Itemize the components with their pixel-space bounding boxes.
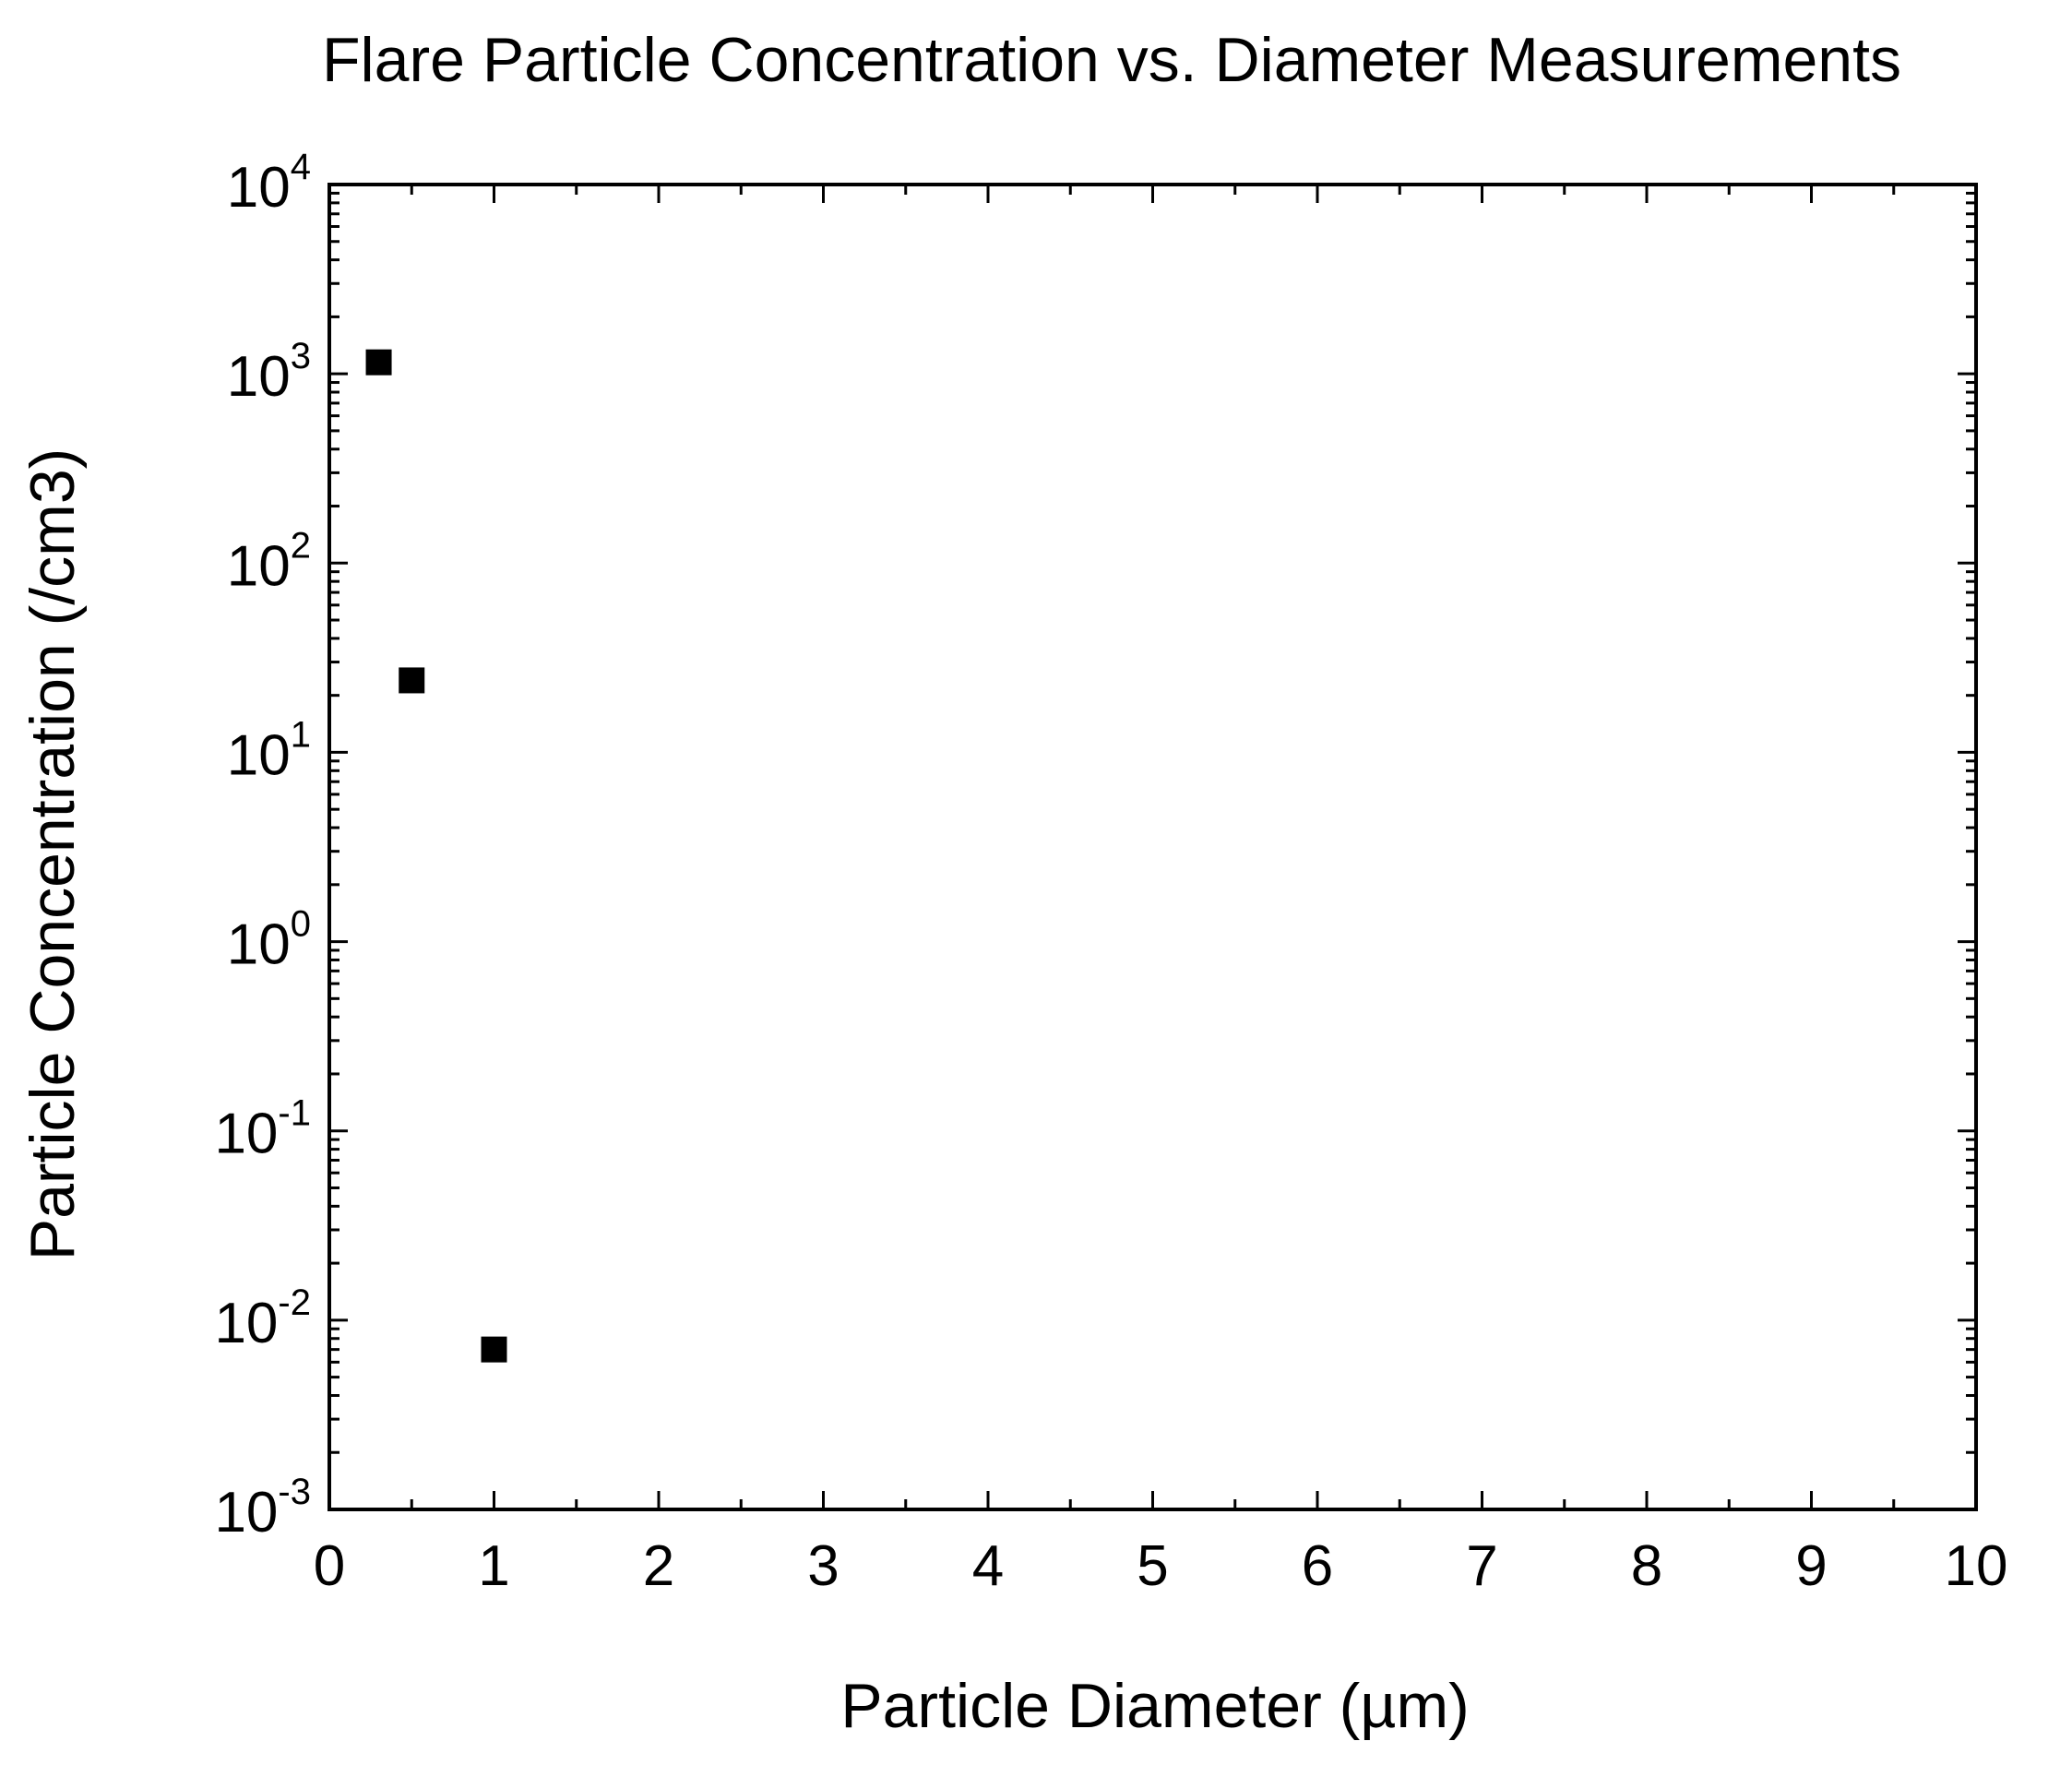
y-tick-label: 10-1 xyxy=(214,1093,311,1166)
x-axis-label: Particle Diameter (µm) xyxy=(840,1671,1470,1741)
y-tick-label: 101 xyxy=(227,714,311,787)
y-tick-label: 10-2 xyxy=(214,1282,311,1355)
data-point xyxy=(365,349,392,376)
x-tick-label: 3 xyxy=(807,1534,839,1598)
x-tick-label: 7 xyxy=(1466,1534,1497,1598)
y-axis-label: Particle Concentration (/cm3) xyxy=(18,448,88,1261)
x-tick-label: 1 xyxy=(478,1534,509,1598)
data-point xyxy=(481,1336,507,1363)
x-tick-label: 4 xyxy=(972,1534,1004,1598)
y-tick-label: 102 xyxy=(227,525,311,598)
y-tick-label: 103 xyxy=(227,336,311,409)
x-tick-label: 6 xyxy=(1302,1534,1333,1598)
x-tick-label: 2 xyxy=(643,1534,674,1598)
x-tick-label: 5 xyxy=(1137,1534,1168,1598)
y-tick-label: 104 xyxy=(227,147,311,220)
y-tick-label: 100 xyxy=(227,904,311,977)
x-tick-label: 10 xyxy=(1945,1534,2008,1598)
plot-frame xyxy=(327,183,1978,1511)
y-tick-label: 10-3 xyxy=(214,1472,311,1544)
data-point xyxy=(399,667,425,694)
x-tick-label: 8 xyxy=(1631,1534,1662,1598)
plot-area: 0 1 2 3 4 5 6 7 8 9 10 10-3 10-2 10-1 100 101 102 103 104 xyxy=(214,147,2007,1598)
x-tick-label: 0 xyxy=(314,1534,345,1598)
chart-title: Flare Particle Concentration vs. Diamete… xyxy=(322,25,1901,95)
x-tick-label: 9 xyxy=(1795,1534,1827,1598)
